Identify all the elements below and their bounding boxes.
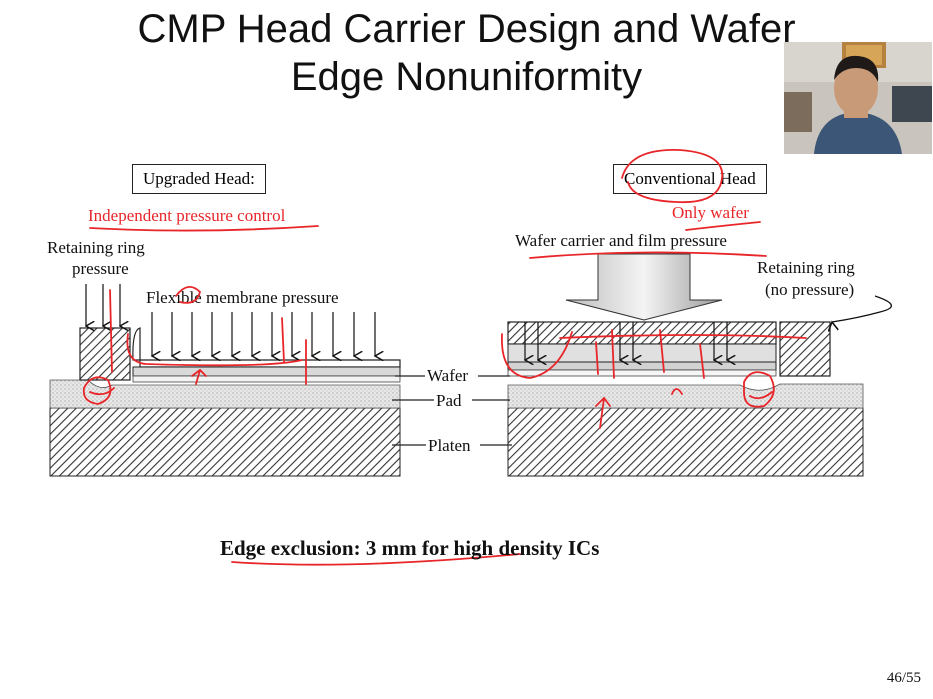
left-wafer (132, 366, 401, 377)
left-retaining-ring (79, 327, 131, 381)
slide-title-line1: CMP Head Carrier Design and Wafer (137, 7, 796, 51)
retaining-ring-label-line2: pressure (72, 259, 129, 278)
pad-label: Pad (436, 391, 462, 410)
right-wafer (507, 361, 777, 371)
wafer-label: Wafer (427, 366, 469, 385)
right-retaining-ring (779, 321, 831, 377)
right-carrier (507, 321, 777, 345)
only-wafer-annotation: Only wafer (672, 203, 749, 222)
right-platen (507, 407, 864, 477)
retaining-ring-label-line1: Retaining ring (47, 238, 145, 257)
presenter-webcam (784, 42, 932, 154)
slide-title-line2: Edge Nonuniformity (290, 55, 643, 99)
right-film (507, 343, 777, 363)
big-down-arrow (565, 253, 723, 321)
page-number: 46/55 (886, 670, 921, 686)
upgraded-head-label: Upgraded Head: (132, 164, 266, 194)
left-membrane (132, 327, 401, 368)
right-pad (507, 383, 864, 409)
platen-label: Platen (428, 436, 471, 455)
wafer-carrier-label: Wafer carrier and film pressure (515, 231, 727, 250)
left-platen (49, 407, 401, 477)
right-retaining-ring-line2: (no pressure) (765, 280, 855, 299)
independent-pressure-annotation: Independent pressure control (88, 206, 286, 225)
flexible-membrane-label: Flexible membrane pressure (146, 288, 339, 307)
right-retaining-ring-line1: Retaining ring (757, 258, 855, 277)
edge-exclusion-text: Edge exclusion: 3 mm for high density IC… (220, 536, 600, 560)
